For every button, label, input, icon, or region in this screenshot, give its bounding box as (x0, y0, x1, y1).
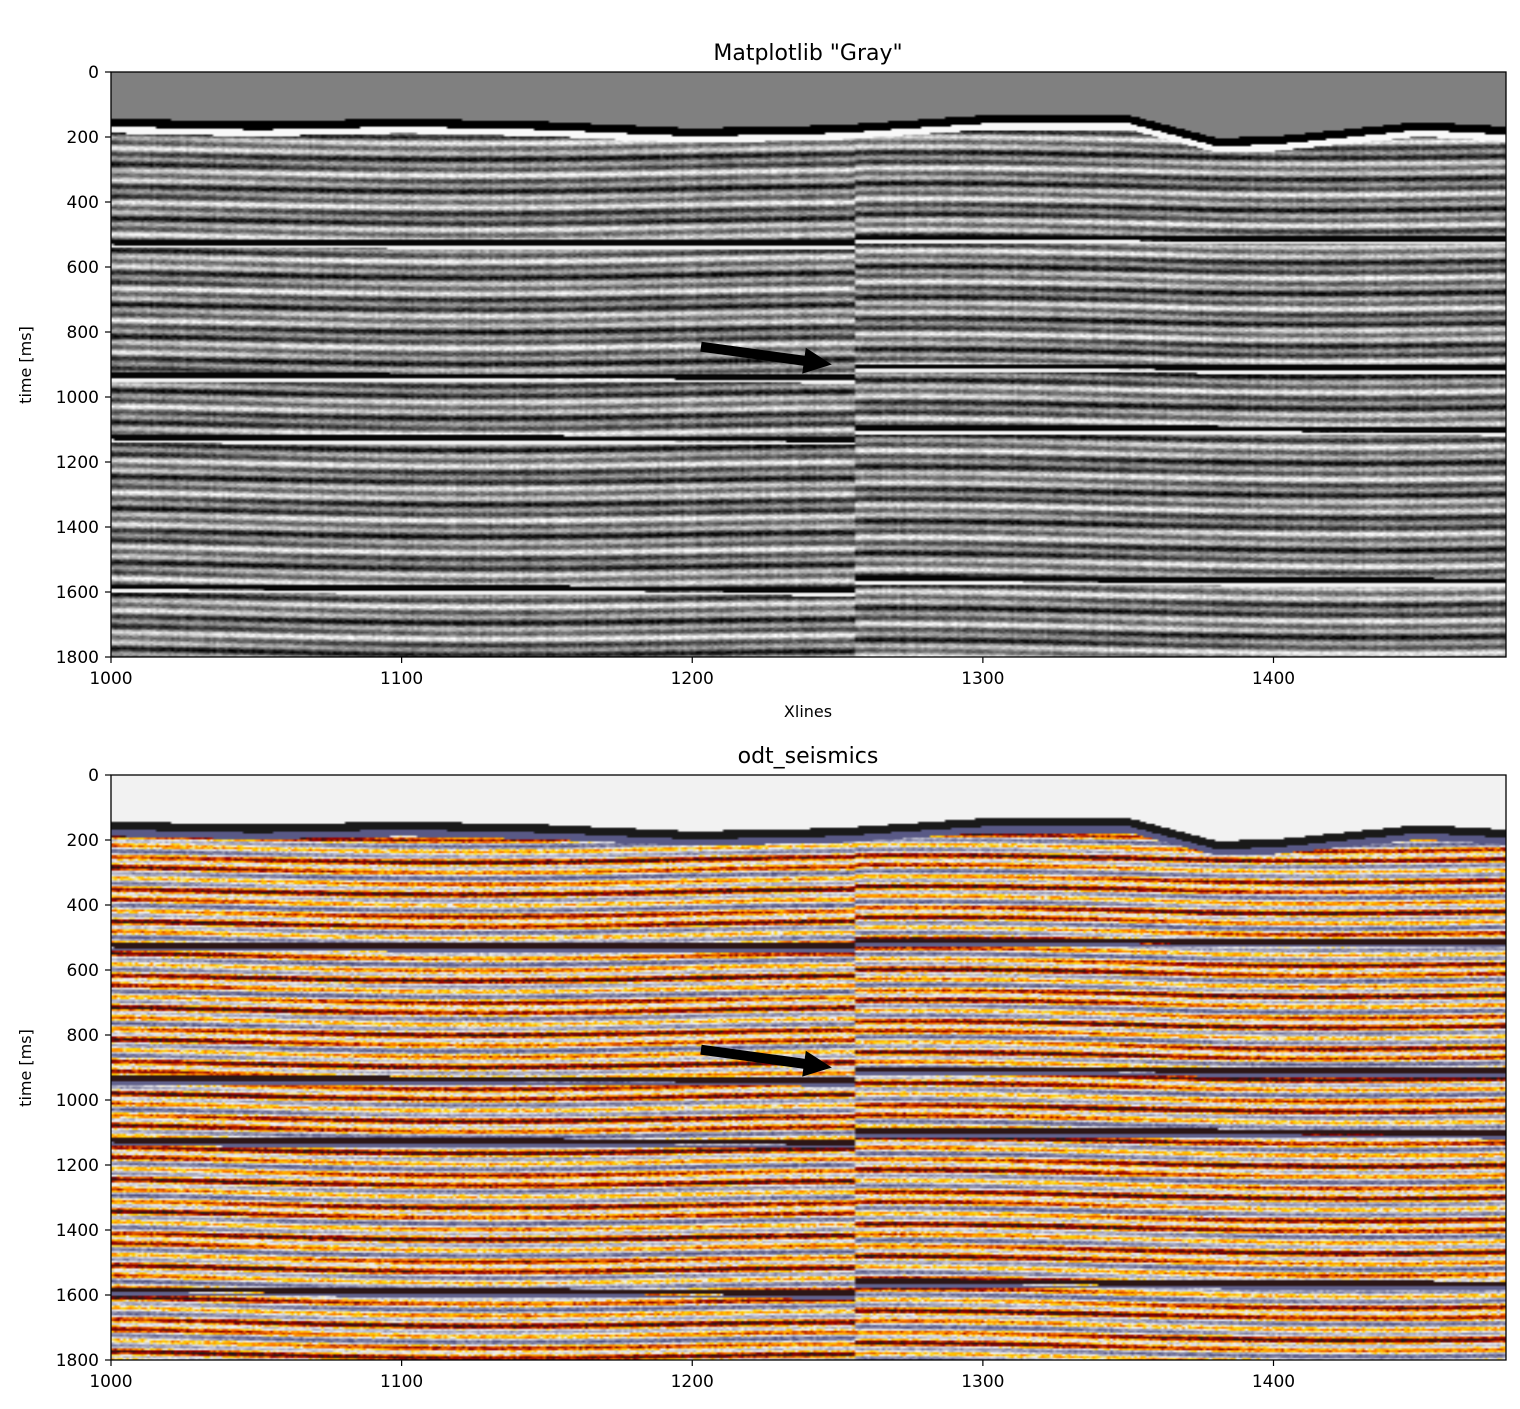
y-tick-label: 1200 (56, 1156, 99, 1176)
y-tick-label: 1400 (56, 1221, 99, 1241)
y-tick-label: 400 (67, 193, 99, 213)
y-tick-label: 1200 (56, 453, 99, 473)
x-tick-label: 1100 (380, 1372, 423, 1392)
chart-title: Matplotlib "Gray" (713, 41, 902, 66)
y-tick-label: 200 (67, 128, 99, 148)
panel-odt: odt_seismics 1000 1100 1200 1300 1400 0 200 40… (16, 744, 1507, 1392)
y-tick-label: 200 (67, 831, 99, 851)
annotation-arrow (700, 1044, 832, 1077)
y-axis: 0 200 400 600 800 1000 1200 1400 1600 1800 (56, 766, 111, 1371)
x-axis: 1000 1100 1200 1300 1400 (89, 1360, 1295, 1392)
x-tick-label: 1200 (671, 1372, 714, 1392)
x-tick-label: 1100 (380, 669, 423, 689)
y-axis: 0 200 400 600 800 1000 1200 1400 1600 1800 (56, 63, 111, 668)
x-axis: 1000 1100 1200 1300 1400 (89, 657, 1295, 689)
y-tick-label: 800 (67, 1026, 99, 1046)
x-tick-label: 1200 (671, 669, 714, 689)
y-axis-label: time [ms] (16, 1029, 35, 1107)
x-tick-label: 1300 (961, 1372, 1004, 1392)
plot-frame (110, 774, 1507, 1361)
y-tick-label: 600 (67, 961, 99, 981)
x-tick-label: 1400 (1252, 1372, 1295, 1392)
y-tick-label: 800 (67, 323, 99, 343)
y-tick-label: 600 (67, 258, 99, 278)
annotation-arrow (700, 341, 832, 374)
y-tick-label: 0 (88, 766, 99, 786)
y-axis-label: time [ms] (16, 326, 35, 404)
plot-frame (110, 71, 1507, 658)
x-tick-label: 1300 (961, 669, 1004, 689)
y-tick-label: 1400 (56, 518, 99, 538)
chart-title: odt_seismics (738, 744, 879, 769)
x-tick-label: 1000 (89, 1372, 132, 1392)
y-tick-label: 1600 (56, 583, 99, 603)
y-tick-label: 1800 (56, 1351, 99, 1371)
y-tick-label: 0 (88, 63, 99, 83)
y-tick-label: 1000 (56, 1091, 99, 1111)
y-tick-label: 1600 (56, 1286, 99, 1306)
y-tick-label: 400 (67, 896, 99, 916)
panel-gray: Matplotlib "Gray" 1000 1100 1200 1300 1400 0… (16, 41, 1507, 721)
y-tick-label: 1000 (56, 388, 99, 408)
x-tick-label: 1400 (1252, 669, 1295, 689)
x-axis-label: Xlines (784, 702, 832, 721)
x-tick-label: 1000 (89, 669, 132, 689)
y-tick-label: 1800 (56, 648, 99, 668)
